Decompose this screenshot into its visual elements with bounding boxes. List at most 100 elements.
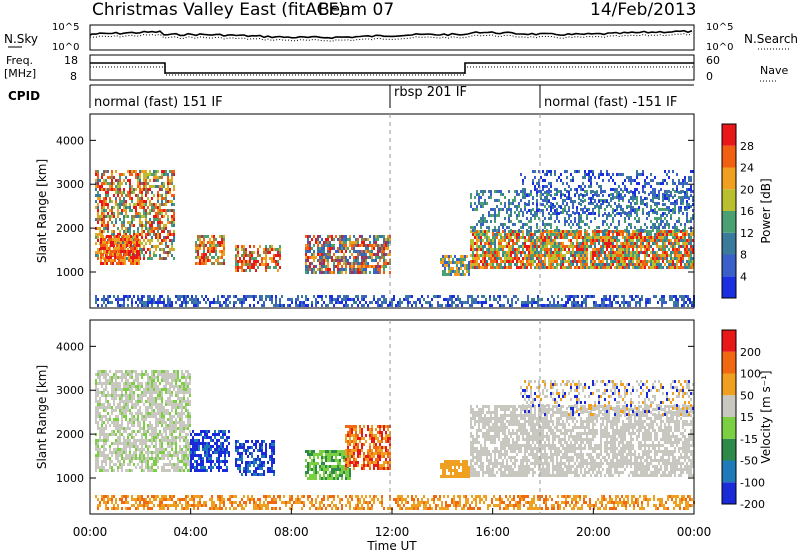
power-cell <box>596 248 598 251</box>
power-cell <box>562 193 564 196</box>
power-cell <box>275 295 277 298</box>
power-cell <box>473 298 475 301</box>
power-cell <box>149 251 151 254</box>
power-cell <box>522 251 524 254</box>
power-cell <box>149 203 151 206</box>
power-cell <box>612 211 614 214</box>
power-cell <box>205 259 207 262</box>
power-cell <box>474 257 476 260</box>
power-cell <box>510 266 512 269</box>
power-cell <box>622 251 624 254</box>
power-cell <box>317 247 319 250</box>
power-cell <box>672 202 674 205</box>
velocity-cell <box>105 388 107 391</box>
power-cell <box>173 215 175 218</box>
power-cell <box>675 301 677 304</box>
power-cell <box>534 239 536 242</box>
power-cell <box>584 266 586 269</box>
power-cell <box>518 260 520 263</box>
power-cell <box>652 200 654 203</box>
power-cell <box>628 251 630 254</box>
power-cell <box>117 209 119 212</box>
velocity-cell <box>135 385 137 388</box>
power-cell <box>610 242 612 245</box>
power-cell <box>243 295 245 298</box>
power-cell <box>610 223 612 226</box>
power-cell <box>149 200 151 203</box>
power-cell <box>582 251 584 254</box>
power-cell <box>496 266 498 269</box>
power-cell <box>454 261 456 264</box>
power-cell <box>556 217 558 220</box>
power-cell <box>673 295 675 298</box>
power-cell <box>580 226 582 229</box>
velocity-cell <box>133 451 135 454</box>
power-colorbar-label: Power [dB] <box>759 178 773 243</box>
velocity-cell <box>95 445 97 448</box>
power-cell <box>105 304 107 307</box>
power-cell <box>353 256 355 259</box>
power-cell <box>569 298 571 301</box>
power-cell <box>679 295 681 298</box>
cpid-segment-1: normal (fast) 151 IF <box>94 95 223 110</box>
power-cell <box>275 263 277 266</box>
power-cell <box>241 269 243 272</box>
power-cell <box>484 251 486 254</box>
power-cell <box>157 245 159 248</box>
power-cell <box>151 224 153 227</box>
velocity-cell <box>97 406 99 409</box>
power-cell <box>528 251 530 254</box>
power-cell <box>490 193 492 196</box>
power-cell <box>498 226 500 229</box>
power-cell <box>616 208 618 211</box>
power-cell <box>504 257 506 260</box>
power-cell <box>235 269 237 272</box>
power-cell <box>674 239 676 242</box>
power-cell <box>456 267 458 270</box>
power-cell <box>618 173 620 176</box>
power-cell <box>624 260 626 263</box>
power-cell <box>151 227 153 230</box>
power-cell <box>147 230 149 233</box>
power-cell <box>661 301 663 304</box>
power-cell <box>554 220 556 223</box>
power-cell <box>542 220 544 223</box>
power-cell <box>101 200 103 203</box>
power-cell <box>427 295 429 298</box>
power-cell <box>526 266 528 269</box>
power-cell <box>255 260 257 263</box>
power-cell <box>357 295 359 298</box>
power-cell <box>644 236 646 239</box>
power-cell <box>165 173 167 176</box>
power-cell <box>500 263 502 266</box>
power-cell <box>638 233 640 236</box>
power-cell <box>596 203 598 206</box>
power-cell <box>586 217 588 220</box>
power-cell <box>137 194 139 197</box>
power-cell <box>381 256 383 259</box>
power-cell <box>672 233 674 236</box>
power-cell <box>476 245 478 248</box>
power-cell <box>165 194 167 197</box>
velocity-cell <box>105 385 107 388</box>
power-cell <box>536 212 538 215</box>
power-cell <box>594 266 596 269</box>
velocity-cell <box>105 394 107 397</box>
power-cell <box>664 179 666 182</box>
power-cell <box>129 188 131 191</box>
power-cell <box>648 245 650 248</box>
power-cell <box>129 233 131 236</box>
power-cell <box>464 258 466 261</box>
velocity-cell <box>123 427 125 430</box>
power-cell <box>629 304 631 307</box>
power-cell <box>570 254 572 257</box>
power-cell <box>668 206 670 209</box>
power-cell <box>193 304 195 307</box>
power-cell <box>136 238 138 241</box>
power-cell <box>670 263 672 266</box>
power-cell <box>343 244 345 247</box>
power-cell <box>645 301 647 304</box>
power-cell <box>604 200 606 203</box>
power-cell <box>568 191 570 194</box>
power-cell <box>111 182 113 185</box>
